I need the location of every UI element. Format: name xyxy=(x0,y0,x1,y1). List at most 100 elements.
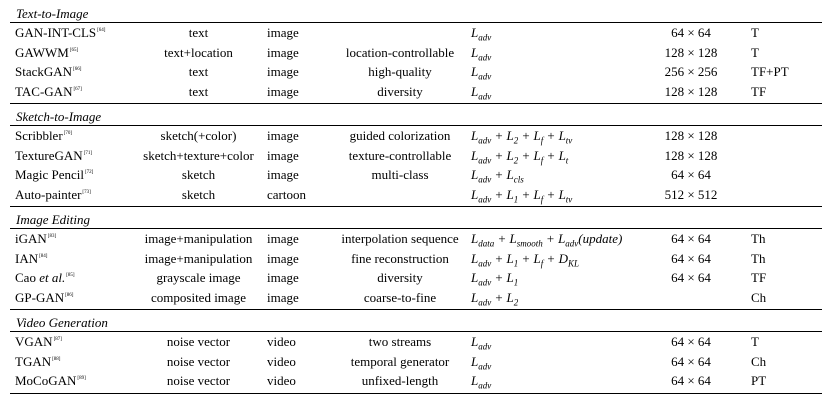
input-type: grayscale image xyxy=(156,270,241,285)
reference-number: [73] xyxy=(82,189,91,195)
characteristic: location-controllable xyxy=(345,44,455,60)
characteristic: texture-controllable xyxy=(348,147,452,163)
framework: TF xyxy=(751,270,767,285)
resolution: 64 × 64 xyxy=(671,250,711,266)
characteristic: diversity xyxy=(377,83,423,99)
reference-number: [64] xyxy=(97,28,106,33)
output-type: image xyxy=(267,270,299,285)
resolution: 512 × 512 xyxy=(664,186,718,202)
method-name: TAC-GAN[67] xyxy=(15,83,82,99)
reference-number: [70] xyxy=(63,131,72,136)
characteristic: temporal generator xyxy=(350,353,450,369)
reference-number: [66] xyxy=(73,67,82,72)
section-bottom-rule xyxy=(10,206,822,207)
loss-function: Ladv + L2 + Lf + Lt xyxy=(471,147,569,166)
output-type: image xyxy=(267,231,299,246)
input-type: text xyxy=(188,83,209,99)
output-type: video xyxy=(267,373,296,388)
method-name: iGAN[83] xyxy=(15,231,57,246)
method-name: GP-GAN[86] xyxy=(15,289,74,305)
framework: TF xyxy=(751,83,767,99)
input-type: text+location xyxy=(164,44,233,60)
output-type: image xyxy=(267,167,299,182)
characteristic: fine reconstruction xyxy=(351,250,449,266)
input-type: text xyxy=(188,64,209,79)
input-type: noise vector xyxy=(166,334,231,349)
output-type: video xyxy=(267,334,296,349)
resolution: 64 × 64 xyxy=(671,353,711,369)
section-title: Video Generation xyxy=(16,315,108,330)
resolution: 64 × 64 xyxy=(671,334,711,349)
output-type: image xyxy=(267,44,299,60)
reference-number: [87] xyxy=(53,337,62,342)
method-name: GAWWM[65] xyxy=(15,44,79,60)
characteristic: unfixed-length xyxy=(361,373,439,388)
resolution: 64 × 64 xyxy=(671,231,711,246)
input-type: text xyxy=(188,25,209,40)
method-name: GAN-INT-CLS[64] xyxy=(15,25,106,40)
section-title: Text-to-Image xyxy=(16,6,89,21)
loss-function: Ladv + Lcls xyxy=(471,167,524,185)
section-title: Sketch-to-Image xyxy=(16,109,102,124)
input-type: composited image xyxy=(151,289,246,305)
input-type: image+manipulation xyxy=(144,250,253,266)
reference-number: [86] xyxy=(65,292,74,298)
method-name: TextureGAN[71] xyxy=(15,147,93,163)
framework: Th xyxy=(751,231,766,246)
framework: Ch xyxy=(751,353,767,369)
output-type: image xyxy=(267,250,299,266)
output-type: image xyxy=(267,25,299,40)
output-type: image xyxy=(267,289,299,305)
reference-number: [83] xyxy=(47,234,57,239)
framework: TF+PT xyxy=(751,64,789,79)
output-type: image xyxy=(267,128,299,143)
method-name: Auto-painter[73] xyxy=(15,186,91,202)
section-rule xyxy=(10,228,822,229)
section-rule xyxy=(10,22,822,23)
reference-number: [88] xyxy=(52,356,61,362)
output-type: image xyxy=(267,147,299,163)
loss-function: Ladv + L2 + Lf + Ltv xyxy=(471,128,573,146)
characteristic: diversity xyxy=(377,270,423,285)
framework: PT xyxy=(751,373,767,388)
section-bottom-rule xyxy=(10,392,822,394)
section-bottom-rule xyxy=(10,309,822,310)
reference-number: [85] xyxy=(66,273,75,278)
framework: T xyxy=(751,44,759,60)
framework: T xyxy=(751,334,759,349)
input-type: sketch+texture+color xyxy=(143,147,254,163)
method-name: Scribbler[70] xyxy=(15,128,72,143)
output-type: image xyxy=(267,83,299,99)
characteristic: coarse-to-fine xyxy=(363,289,437,305)
resolution: 256 × 256 xyxy=(664,64,718,79)
loss-function: Ladv xyxy=(471,64,492,82)
section-rule xyxy=(10,125,822,126)
section-title: Image Editing xyxy=(16,212,91,227)
reference-number: [65] xyxy=(69,47,79,53)
method-name: MoCoGAN[89] xyxy=(15,373,86,388)
input-type: image+manipulation xyxy=(144,231,253,246)
reference-number: [71] xyxy=(83,150,93,156)
output-type: video xyxy=(267,353,296,369)
resolution: 64 × 64 xyxy=(671,25,711,40)
loss-function: Ladv + L1 + Lf + DKL xyxy=(471,250,579,269)
reference-number: [89] xyxy=(77,376,86,381)
input-type: sketch xyxy=(181,167,216,182)
reference-number: [67] xyxy=(73,86,82,92)
loss-function: Ladv + L2 xyxy=(471,289,519,308)
loss-function: Ladv xyxy=(471,83,492,102)
framework: Ch xyxy=(751,289,767,305)
loss-function: Ladv xyxy=(471,44,492,63)
method-name: TGAN[88] xyxy=(15,353,61,369)
framework: Th xyxy=(751,250,766,266)
characteristic: multi-class xyxy=(371,167,429,182)
loss-function: Ladv + L1 + Lf + Ltv xyxy=(471,186,573,205)
characteristic: high-quality xyxy=(368,64,432,79)
characteristic: guided colorization xyxy=(349,128,451,143)
resolution: 128 × 128 xyxy=(664,147,718,163)
input-type: sketch xyxy=(181,186,216,202)
resolution: 64 × 64 xyxy=(671,270,711,285)
characteristic: two streams xyxy=(368,334,432,349)
method-name: Magic Pencil[72] xyxy=(15,167,94,182)
input-type: noise vector xyxy=(166,353,231,369)
